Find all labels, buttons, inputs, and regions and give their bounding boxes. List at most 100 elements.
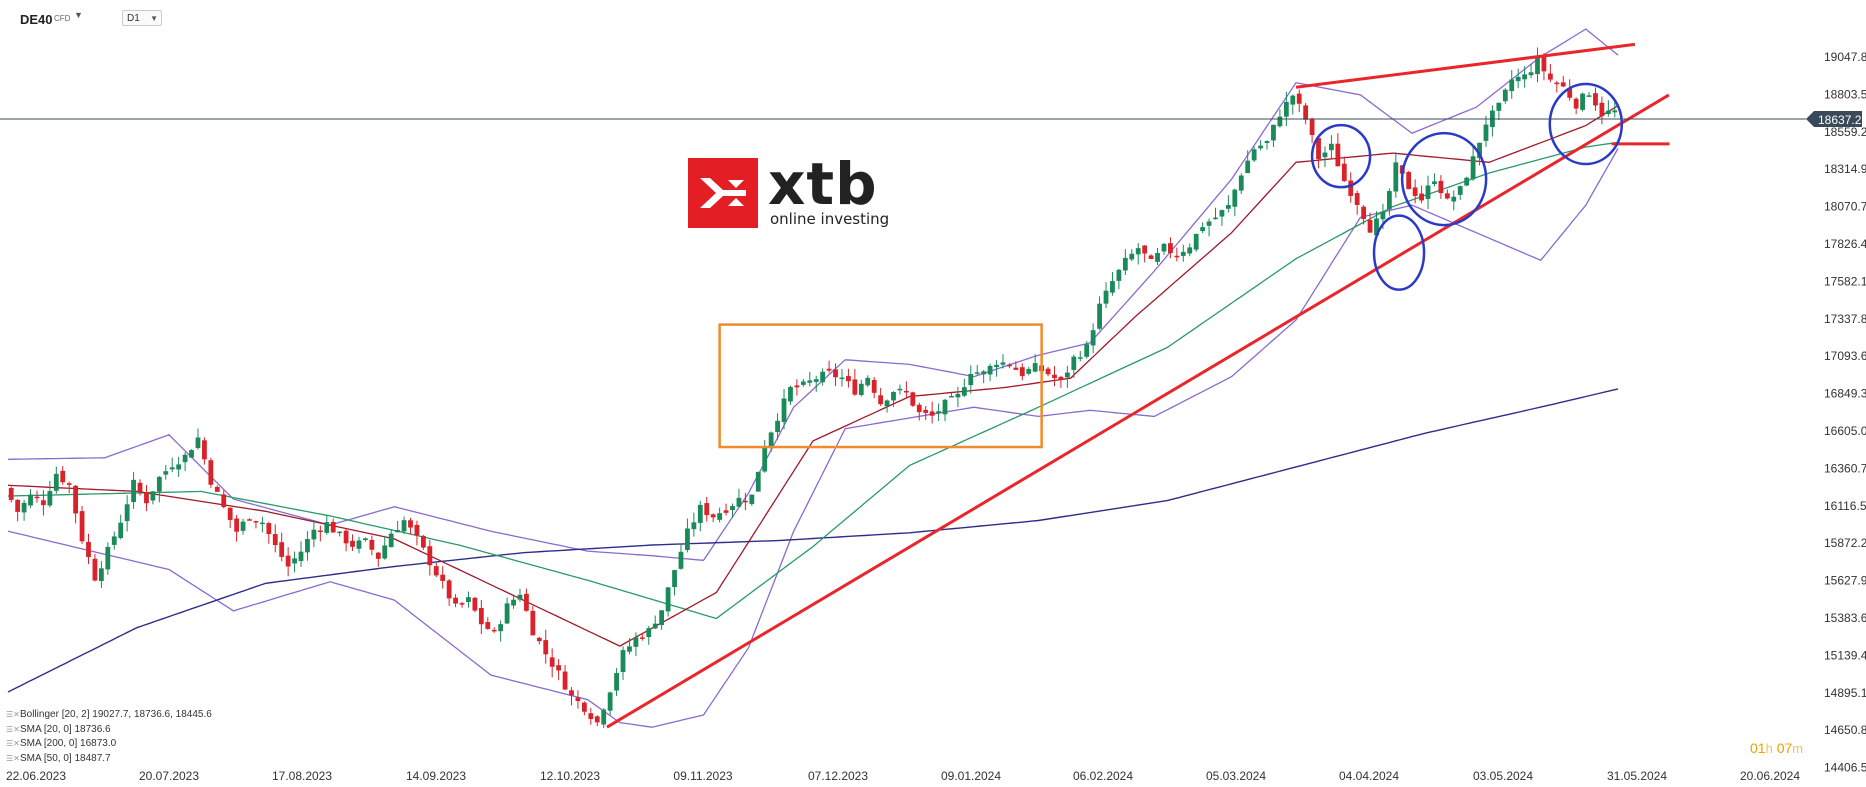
- symbol-type-label: CFD: [54, 14, 71, 23]
- candle-body: [388, 533, 394, 548]
- candle: [414, 520, 420, 546]
- x-tick-label: 31.05.2024: [1607, 769, 1667, 783]
- legend-sma20[interactable]: ☰✕SMA [20, 0] 18736.6: [6, 723, 212, 738]
- candle: [1515, 68, 1521, 89]
- candle: [1432, 173, 1437, 187]
- candle: [1019, 363, 1025, 381]
- candle-body: [736, 497, 742, 507]
- candle: [478, 599, 484, 635]
- candle: [208, 457, 214, 488]
- candle: [891, 391, 896, 407]
- candle-body: [330, 521, 336, 533]
- candle: [53, 466, 59, 494]
- y-tick-label: 18314.9: [1824, 162, 1866, 176]
- candle-body: [865, 377, 871, 386]
- candle: [852, 368, 858, 396]
- candle-body: [517, 594, 523, 600]
- candle-body: [652, 623, 658, 629]
- y-tick-label: 17582.1: [1824, 274, 1866, 288]
- candle-body: [111, 536, 117, 545]
- candle: [1406, 170, 1412, 190]
- candle-body: [974, 372, 980, 374]
- settings-icon[interactable]: ☰✕: [6, 710, 20, 719]
- xtb-x-icon: [700, 178, 746, 208]
- candle-body: [1052, 374, 1057, 379]
- candle-body: [1438, 180, 1444, 194]
- candle-body: [697, 504, 703, 523]
- candle: [1271, 124, 1276, 147]
- candle-body: [633, 637, 639, 647]
- candle-body: [949, 395, 954, 398]
- candle-body: [189, 450, 194, 458]
- candle-body: [1277, 116, 1283, 127]
- candle-body: [1393, 162, 1399, 192]
- candle: [800, 379, 806, 387]
- candle: [156, 475, 162, 503]
- candle: [1007, 363, 1012, 369]
- candle-body: [1219, 210, 1225, 217]
- candle-body: [337, 531, 343, 534]
- candle: [1605, 100, 1611, 117]
- candle: [247, 518, 252, 521]
- candle: [781, 389, 787, 430]
- candle: [871, 376, 877, 399]
- timeframe-select[interactable]: D1 ▼: [122, 10, 162, 26]
- candle: [240, 518, 246, 535]
- candle-body: [994, 364, 999, 368]
- candle-body: [1541, 57, 1547, 72]
- y-tick-label: 14650.8: [1824, 723, 1866, 737]
- candle: [163, 464, 169, 480]
- candle: [530, 605, 536, 636]
- candle-body: [620, 650, 626, 672]
- candle-body: [1110, 281, 1115, 293]
- candle: [1444, 189, 1450, 200]
- candle: [137, 479, 143, 496]
- candle-body: [427, 546, 433, 566]
- candle-body: [66, 483, 72, 485]
- symbol-label[interactable]: DE40: [20, 12, 53, 27]
- candle-body: [1026, 369, 1032, 374]
- candle: [929, 401, 935, 424]
- candle: [1129, 249, 1135, 262]
- candle-body: [60, 470, 66, 483]
- candle-body: [1496, 102, 1502, 111]
- candle: [1013, 361, 1019, 370]
- candle: [1335, 133, 1341, 167]
- settings-icon[interactable]: ☰✕: [6, 753, 20, 763]
- candle: [1580, 92, 1585, 112]
- legend-bollinger[interactable]: ☰✕Bollinger [20, 2] 19027.7, 18736.6, 18…: [6, 708, 212, 723]
- settings-icon[interactable]: ☰✕: [6, 739, 20, 748]
- candle: [730, 503, 735, 518]
- candle-body: [1425, 185, 1431, 199]
- candle: [807, 371, 813, 387]
- candle-body: [1045, 368, 1051, 375]
- candle: [504, 597, 510, 625]
- candle-body: [846, 376, 851, 382]
- candle-body: [807, 380, 813, 383]
- candle: [15, 499, 21, 522]
- candle: [1509, 70, 1515, 99]
- legend-sma200[interactable]: ☰✕SMA [200, 0] 16873.0: [6, 737, 212, 752]
- candle-body: [1451, 196, 1457, 202]
- y-tick-label: 17826.4: [1824, 237, 1866, 251]
- candle: [1193, 233, 1199, 252]
- legend-sma50[interactable]: ☰✕SMA [50, 0] 18487.7: [6, 752, 212, 767]
- candle-body: [1444, 193, 1450, 199]
- x-tick-label: 07.12.2023: [808, 769, 868, 783]
- candle-body: [1483, 124, 1489, 141]
- sma50-line: [7, 141, 1619, 620]
- candle: [543, 629, 549, 664]
- settings-icon[interactable]: ☰✕: [6, 724, 20, 734]
- candle: [182, 452, 188, 472]
- candle-body: [1528, 72, 1534, 76]
- candle-body: [987, 365, 993, 375]
- candle: [227, 507, 233, 529]
- candle: [949, 393, 954, 398]
- candle: [446, 579, 452, 606]
- symbol-dropdown-icon[interactable]: ▼: [74, 10, 83, 20]
- chevron-down-icon: ▼: [150, 14, 158, 23]
- candle-body: [1129, 253, 1135, 260]
- candle: [66, 481, 72, 494]
- countdown-m-unit: m: [1792, 741, 1804, 756]
